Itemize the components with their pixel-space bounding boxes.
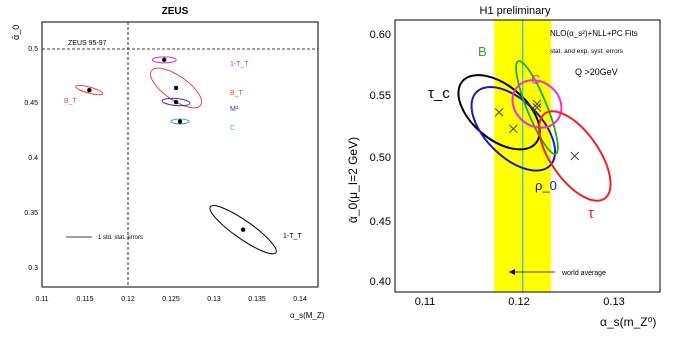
zeus-contour-ellipse [75, 85, 104, 96]
h1-y-tick-label: 0.45 [370, 216, 391, 228]
h1-plot-frame [394, 19, 661, 293]
h1-contour-ellipse [511, 79, 563, 129]
zeus-series-label-1mt: 1-T_T [230, 61, 249, 68]
zeus-y-tick-label: 0.35 [24, 210, 38, 217]
h1-y-tick-label: 0.50 [370, 152, 391, 164]
zeus-contour-ellipse [150, 67, 203, 109]
zeus-plot-frame [41, 21, 319, 288]
h1-panel: H1 preliminary ᾱ_0(μ_I=2 GeV) α_s(m_Z⁰) … [346, 5, 661, 329]
h1-series-label-b: B [478, 44, 487, 59]
zeus-x-tick-label: 0.115 [77, 296, 94, 303]
h1-data-point [508, 124, 518, 134]
h1-x-tick-label: 0.11 [415, 296, 436, 308]
zeus-data-point [173, 85, 179, 91]
h1-y-tick-label: 0.40 [370, 276, 391, 288]
h1-series-label-tau: τ [588, 205, 594, 222]
zeus-x-axis-label: α_s(M_Z) [290, 311, 325, 320]
h1-legend-line-3: Q >20GeV [575, 67, 618, 77]
h1-data-point [494, 107, 504, 117]
zeus-contour-ellipse [161, 97, 191, 107]
zeus-x-tick-label: 0.135 [248, 296, 266, 303]
zeus-y-tick-label: 0.3 [28, 265, 38, 272]
h1-legend-line-2: stat. and exp. syst. errors [550, 48, 624, 55]
zeus-series-label-m2: M² [230, 106, 239, 113]
zeus-data-point [240, 227, 246, 232]
zeus-title: ZEUS [162, 6, 189, 17]
zeus-series-label-c: C [230, 125, 235, 132]
zeus-data-point [162, 57, 167, 63]
h1-x-tick-label: 0.12 [508, 296, 529, 308]
zeus-x-tick-label: 0.125 [162, 296, 180, 303]
zeus-data-point [177, 119, 183, 124]
zeus-ticks: 0.11 0.115 0.12 0.125 0.13 0.135 0.14 0.… [24, 46, 307, 303]
zeus-contour-ellipse [151, 56, 177, 64]
zeus-series-labels: 1-T_T B_T M² C B_T 1-T_T [64, 61, 302, 240]
h1-y-tick-label: 0.55 [370, 90, 391, 102]
h1-x-axis-label: α_s(m_Z⁰) [600, 315, 656, 329]
zeus-y-tick-label: 0.45 [24, 100, 38, 107]
zeus-series-label-1mt-low: 1-T_T [283, 233, 302, 240]
zeus-y-tick-label: 0.5 [28, 46, 38, 53]
h1-y-axis-label: ᾱ_0(μ_I=2 GeV) [346, 137, 360, 223]
zeus-series-label-bt: B_T [230, 90, 244, 97]
zeus-panel: ZEUS ᾱ_0 α_s(M_Z) ZEUS 95-97 1 std. stat… [11, 6, 325, 320]
zeus-y-axis-label: ᾱ_0 [11, 25, 21, 40]
h1-data-point [532, 99, 542, 109]
zeus-series-label-bt-left: B_T [64, 98, 78, 105]
h1-world-average-label: world average [561, 270, 606, 277]
h1-x-tick-label: 0.13 [603, 296, 624, 308]
zeus-contour-ellipse [209, 205, 277, 255]
h1-data-point [532, 103, 542, 112]
zeus-data-marks [75, 56, 277, 255]
h1-data-marks [457, 60, 612, 202]
zeus-y-tick-label: 0.4 [28, 155, 38, 162]
zeus-x-tick-label: 0.11 [35, 296, 48, 303]
zeus-x-tick-label: 0.14 [293, 296, 307, 303]
zeus-x-tick-label: 0.12 [121, 296, 135, 303]
h1-world-average-arrowhead [509, 269, 515, 275]
zeus-x-tick-label: 0.13 [207, 296, 221, 303]
zeus-inset-text: ZEUS 95-97 [68, 40, 107, 47]
h1-contour-ellipse [538, 110, 612, 202]
h1-series-labels: τ_c ρ_0 B C τ [428, 44, 594, 222]
zeus-legend-text: 1 std. stat. errors [98, 235, 143, 241]
h1-y-tick-label: 0.60 [370, 29, 391, 41]
h1-data-point [570, 151, 580, 161]
zeus-contour-ellipse [170, 118, 190, 125]
zeus-data-point [87, 87, 92, 93]
h1-contour-ellipse [515, 60, 559, 155]
h1-legend-line-1: NLO(α_s²)+NLL+PC Fits [550, 29, 638, 38]
h1-title: H1 preliminary [480, 5, 551, 17]
h1-series-label-rho0: ρ_0 [535, 178, 557, 193]
zeus-data-point [173, 99, 179, 105]
h1-contour-ellipse [470, 86, 557, 172]
h1-series-label-tau-c: τ_c [428, 85, 450, 102]
h1-ticks: 0.11 0.12 0.13 0.40 0.45 0.50 0.55 0.60 [370, 29, 625, 308]
